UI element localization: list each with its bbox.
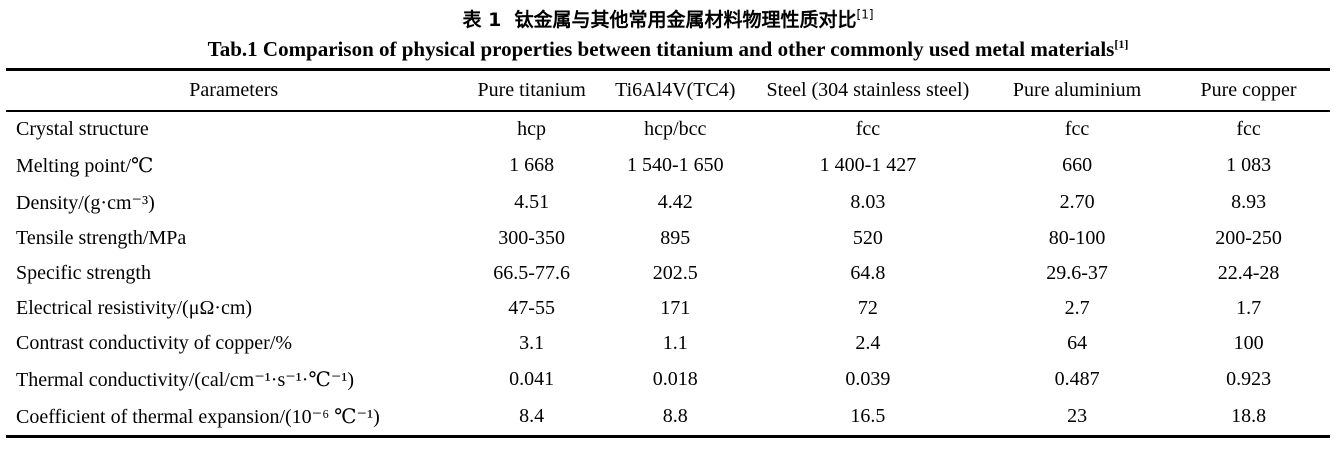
value-cell: 1 400-1 427 — [819, 154, 917, 176]
table-row: Melting point/℃ 1 668 1 540-1 650 1 400-1 4… — [6, 147, 1330, 184]
value-cell: 100 — [1233, 332, 1264, 354]
value-cell: 80-100 — [1048, 227, 1106, 249]
caption-en-text: Tab.1 Comparison of physical properties … — [207, 37, 1115, 61]
value-cell: 23 — [1067, 405, 1088, 427]
table-row: Density/(g·cm⁻³) 4.51 4.42 8.03 2.70 8.93 — [6, 184, 1330, 221]
value-cell: 2.4 — [855, 332, 881, 354]
value-cell: 4.51 — [514, 191, 550, 213]
parameter-cell: Melting point/℃ — [16, 155, 154, 177]
table-body: Crystal structure hcp hcp/bcc fcc fcc fcc Melt… — [6, 111, 1330, 437]
parameter-cell: Density/(g·cm⁻³) — [16, 192, 155, 214]
parameter-cell: Tensile strength/MPa — [16, 227, 187, 249]
value-cell: 29.6-37 — [1046, 262, 1108, 284]
caption-zh-reference: [1] — [856, 7, 874, 22]
value-cell: 895 — [660, 227, 691, 249]
value-cell: 3.1 — [519, 332, 545, 354]
value-cell: 64.8 — [850, 262, 886, 284]
value-cell: 202.5 — [652, 262, 698, 284]
value-cell: 8.4 — [519, 405, 545, 427]
table-row: Coefficient of thermal expansion/(10⁻⁶ ℃… — [6, 398, 1330, 437]
value-cell: 64 — [1067, 332, 1088, 354]
value-cell: fcc — [1236, 118, 1261, 140]
value-cell: 1 083 — [1226, 154, 1272, 176]
table-row: Tensile strength/MPa 300-350 895 520 80-100 2… — [6, 221, 1330, 256]
value-cell: 66.5-77.6 — [493, 262, 570, 284]
value-cell: 4.42 — [657, 191, 693, 213]
value-cell: 72 — [857, 297, 878, 319]
table-caption-en: Tab.1 Comparison of physical properties … — [6, 34, 1330, 64]
value-cell: 520 — [852, 227, 883, 249]
value-cell: fcc — [1064, 118, 1090, 140]
parameter-cell: Thermal conductivity/(cal/cm⁻¹·s⁻¹·℃⁻¹) — [16, 369, 355, 391]
table-row: Electrical resistivity/(μΩ·cm) 47-55 171 72… — [6, 291, 1330, 326]
value-cell: fcc — [855, 118, 881, 140]
value-cell: 300-350 — [498, 227, 565, 249]
value-cell: 660 — [1062, 154, 1093, 176]
column-header-parameters: Parameters — [6, 69, 462, 112]
value-cell: 8.03 — [850, 191, 886, 213]
value-cell: 2.70 — [1059, 191, 1095, 213]
properties-table: Parameters Pure titanium Ti6Al4V(TC4) St… — [6, 68, 1330, 438]
table-caption-zh: 表 1 钛金属与其他常用金属材料物理性质对比[1] — [6, 6, 1330, 34]
value-cell: 0.018 — [652, 368, 698, 390]
table-row: Crystal structure hcp hcp/bcc fcc fcc fcc — [6, 111, 1330, 147]
column-header-ti6al4v-tc4: Ti6Al4V(TC4) — [601, 69, 749, 112]
value-cell: 0.041 — [509, 368, 555, 390]
caption-en-reference: [1] — [1114, 37, 1129, 51]
column-header-steel-304: Steel (304 stainless steel) — [748, 69, 988, 112]
table-header-row: Parameters Pure titanium Ti6Al4V(TC4) St… — [6, 69, 1330, 112]
value-cell: hcp — [517, 118, 547, 140]
value-cell: 0.923 — [1226, 368, 1272, 390]
parameter-cell: Electrical resistivity/(μΩ·cm) — [16, 297, 253, 319]
table-row: Contrast conductivity of copper/% 3.1 1.1 2… — [6, 326, 1330, 361]
value-cell: 200-250 — [1215, 227, 1282, 249]
value-cell: 1.7 — [1236, 297, 1262, 319]
value-cell: hcp/bcc — [644, 118, 707, 140]
column-header-pure-copper: Pure copper — [1167, 69, 1330, 112]
value-cell: 8.8 — [662, 405, 688, 427]
parameter-cell: Contrast conductivity of copper/% — [16, 332, 293, 354]
parameter-cell: Coefficient of thermal expansion/(10⁻⁶ ℃… — [16, 406, 380, 428]
value-cell: 47-55 — [508, 297, 555, 319]
value-cell: 2.7 — [1064, 297, 1090, 319]
value-cell: 1 668 — [509, 154, 555, 176]
parameter-cell: Specific strength — [16, 262, 151, 284]
value-cell: 0.487 — [1054, 368, 1100, 390]
value-cell: 22.4-28 — [1217, 262, 1280, 284]
value-cell: 1 540-1 650 — [626, 154, 724, 176]
column-header-pure-titanium: Pure titanium — [461, 69, 602, 112]
value-cell: 18.8 — [1231, 405, 1267, 427]
value-cell: 0.039 — [845, 368, 891, 390]
value-cell: 16.5 — [850, 405, 886, 427]
value-cell: 8.93 — [1231, 191, 1267, 213]
table-row: Thermal conductivity/(cal/cm⁻¹·s⁻¹·℃⁻¹) 0… — [6, 361, 1330, 398]
parameter-cell: Crystal structure — [16, 118, 149, 140]
value-cell: 1.1 — [662, 332, 688, 354]
table-row: Specific strength 66.5-77.6 202.5 64.8 29.6-… — [6, 256, 1330, 291]
caption-zh-text: 表 1 钛金属与其他常用金属材料物理性质对比 — [462, 9, 857, 31]
column-header-pure-aluminium: Pure aluminium — [987, 69, 1168, 112]
value-cell: 171 — [660, 297, 691, 319]
